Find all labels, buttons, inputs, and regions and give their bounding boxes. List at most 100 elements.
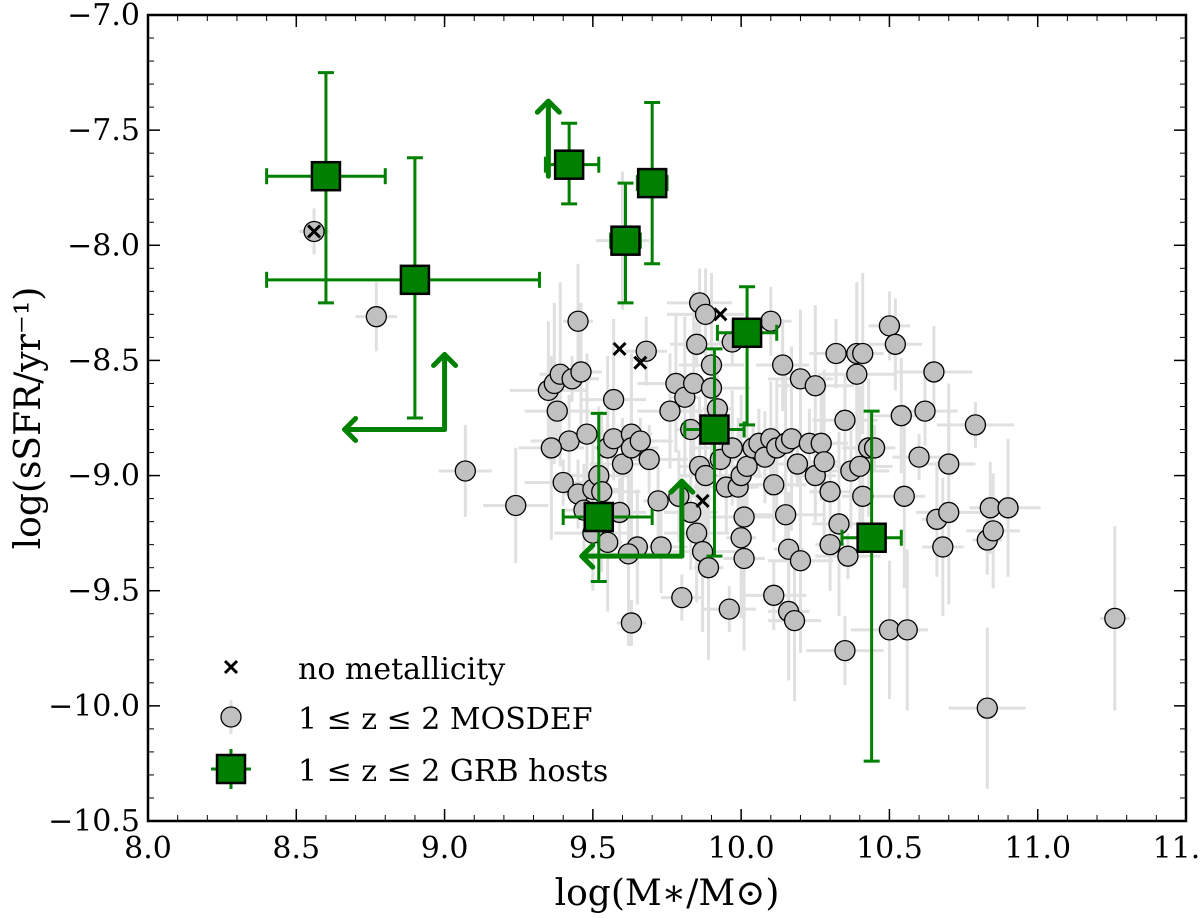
legend-x-marker (223, 659, 239, 675)
x-tick-label: 9.5 (569, 831, 617, 866)
y-tick-label: −8.0 (67, 228, 140, 263)
mosdef-point (567, 310, 589, 332)
no-metallicity-marker (307, 224, 322, 239)
plot-frame (146, 13, 1188, 823)
x-stroke (223, 659, 239, 675)
x-stroke (713, 307, 728, 322)
limit-arrow (534, 98, 562, 179)
mosdef-point (700, 377, 723, 399)
mosdef-point (694, 303, 717, 326)
limit-arrow-head (668, 478, 696, 495)
mosdef-point (914, 400, 936, 422)
y-tick-label: −7.5 (67, 113, 140, 148)
mosdef-point (576, 423, 598, 445)
mosdef-point (849, 455, 871, 478)
mosdef-point (697, 557, 720, 579)
mosdef-point (558, 430, 580, 452)
mosdef-point (774, 504, 797, 526)
mosdef-point (825, 342, 847, 365)
x-stroke (633, 355, 648, 370)
grb-host-square (399, 264, 431, 296)
grb-host-square (636, 167, 668, 199)
grb-host-square (856, 522, 887, 553)
mosdef-point (763, 474, 785, 496)
x-stroke (307, 224, 322, 239)
mosdef-point (813, 451, 835, 473)
mosdef-point (979, 497, 1001, 519)
mosdef-point (763, 584, 785, 606)
mosdef-point (671, 586, 693, 609)
mosdef-point (810, 432, 832, 454)
mosdef-point (570, 361, 592, 383)
mosdef-point (863, 437, 886, 459)
mosdef-point (638, 448, 660, 471)
mosdef-point (700, 354, 723, 376)
mosdef-point (783, 610, 806, 632)
x-tick-label: 9.0 (421, 831, 469, 866)
mosdef-point (635, 340, 657, 362)
mosdef-point (819, 534, 841, 556)
x-stroke (695, 493, 710, 508)
mosdef-point (964, 414, 987, 436)
mosdef-point (938, 501, 960, 524)
mosdef-point (730, 527, 752, 549)
limit-arrow-head (431, 352, 459, 369)
y-tick-label: −10.0 (48, 689, 140, 724)
grb-host-square (610, 225, 641, 256)
limit-arrow-head (342, 416, 359, 444)
limit-arrow-head (579, 542, 596, 570)
mosdef-point (597, 531, 619, 554)
mosdef-point (852, 485, 874, 507)
mosdef-point (736, 455, 758, 478)
mosdef-point (1104, 607, 1126, 629)
mosdef-point (878, 619, 901, 641)
mosdef-point (546, 400, 568, 422)
mosdef-point (552, 471, 574, 494)
mosdef-point (686, 522, 708, 544)
mosdef-point (828, 513, 850, 535)
mosdef-point (647, 490, 669, 512)
mosdef-point (629, 430, 651, 452)
legend-label-no-metallicity: no metallicity (298, 652, 505, 687)
limit-arrows-layer (342, 98, 696, 570)
mosdef-point (365, 306, 388, 328)
grb-host-square (310, 160, 342, 192)
mosdef-point (540, 437, 562, 459)
grb-host-square (699, 414, 730, 445)
legend: no metallicity 1 ≤ z ≤ 2 MOSDEF 1 ≤ z ≤ … (211, 652, 608, 789)
mosdef-point (893, 485, 915, 507)
mosdef-point (683, 372, 705, 395)
mosdef-point (505, 494, 527, 517)
mosdef-point (772, 354, 794, 376)
mosdef-point (602, 428, 625, 450)
y-tick-label: −7.0 (67, 0, 140, 33)
mosdef-point (982, 520, 1004, 542)
mosdef-point (932, 536, 954, 558)
mosdef-point (733, 506, 755, 528)
mosdef-point (591, 481, 613, 503)
legend-square-marker (211, 749, 251, 789)
legend-circle-glyph (220, 706, 242, 728)
mosdef-point (620, 612, 643, 634)
grb-host-square (731, 317, 763, 349)
legend-circle-marker (220, 700, 242, 734)
mosdef-point (804, 375, 826, 397)
x-axis-title: log(M∗/M⊙) (555, 873, 780, 914)
mosdef-point (834, 639, 856, 662)
no-metallicity-layer (307, 224, 728, 508)
x-stroke (612, 341, 627, 356)
y-tick-label: −9.5 (67, 574, 140, 609)
mosdef-point (997, 497, 1019, 519)
mosdef-point (602, 388, 625, 411)
mosdef-point (846, 363, 868, 385)
no-metallicity-marker (612, 341, 627, 356)
mosdef-point (884, 333, 907, 355)
x-tick-label: 11.5 (1153, 831, 1200, 866)
y-tick-label: −8.5 (67, 343, 140, 378)
mosdef-point (878, 315, 901, 337)
mosdef-point (611, 453, 634, 475)
mosdef-point (718, 598, 740, 620)
x-tick-label: 8.5 (272, 831, 320, 866)
mosdef-point (780, 428, 803, 450)
mosdef-point (837, 545, 859, 567)
